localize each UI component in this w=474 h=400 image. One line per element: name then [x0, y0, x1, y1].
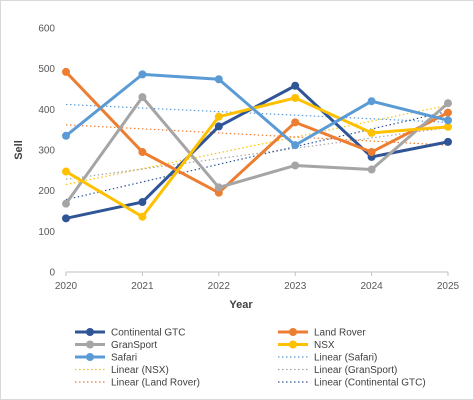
- legend-item: Linear (Land Rover): [75, 378, 200, 389]
- x-tick-label: 2023: [284, 281, 307, 292]
- y-tick-label: 200: [38, 186, 55, 197]
- legend-swatch-marker: [86, 353, 94, 361]
- x-tick-label: 2024: [360, 281, 383, 292]
- series-group: [62, 93, 452, 221]
- x-tick-label: 2021: [131, 281, 154, 292]
- legend: Continental GTC Land Rover GranSport NSX Saf…: [75, 328, 426, 389]
- data-point: [444, 116, 452, 125]
- y-tick-label: 400: [38, 105, 55, 116]
- data-point: [291, 81, 300, 90]
- series-line: [65, 72, 449, 147]
- data-point: [138, 93, 147, 102]
- series-line: [65, 96, 449, 219]
- series-lines: [62, 67, 452, 223]
- y-axis-ticks: 0 100 200 300 400 500 600: [38, 24, 55, 279]
- y-tick-label: 0: [49, 268, 55, 279]
- legend-swatch-marker: [289, 340, 297, 349]
- x-axis-title: Year: [229, 299, 253, 311]
- data-point: [291, 118, 300, 127]
- legend-label: Continental GTC: [111, 328, 185, 339]
- legend-swatch-marker: [86, 328, 94, 336]
- data-point: [291, 141, 300, 150]
- legend-item: Linear (Safari): [278, 353, 377, 364]
- legend-item: Linear (Continental GTC): [278, 378, 426, 389]
- series-group: [62, 93, 452, 208]
- series-group: [62, 70, 452, 150]
- y-axis-title: Sell: [13, 140, 25, 160]
- legend-item: Continental GTC: [75, 328, 185, 339]
- legend-label: Linear (Continental GTC): [314, 378, 426, 389]
- data-point: [444, 137, 452, 146]
- data-point: [367, 165, 376, 174]
- data-point: [291, 93, 300, 102]
- data-point: [214, 122, 223, 131]
- data-point: [62, 214, 70, 223]
- x-tick-label: 2020: [55, 281, 78, 292]
- y-tick-label: 600: [38, 24, 55, 35]
- legend-item: Linear (NSX): [75, 365, 169, 376]
- data-point: [62, 131, 70, 140]
- legend-item: Linear (GranSport): [278, 365, 397, 376]
- legend-label: Linear (Safari): [314, 353, 377, 364]
- data-point: [367, 148, 376, 157]
- data-point: [367, 97, 376, 106]
- x-axis-ticks: 2020 2021 2022 2023 2024 2025: [55, 272, 460, 292]
- data-point: [444, 108, 452, 117]
- legend-item: Safari: [75, 353, 137, 364]
- data-point: [214, 112, 223, 121]
- series-line: [64, 95, 449, 205]
- data-point: [138, 198, 147, 207]
- trendline: [65, 104, 449, 186]
- y-tick-label: 300: [38, 146, 55, 157]
- data-point: [62, 199, 70, 208]
- data-point: [214, 183, 223, 192]
- legend-label: Linear (GranSport): [314, 365, 397, 376]
- legend-item: NSX: [278, 340, 335, 351]
- legend-label: Linear (NSX): [111, 365, 169, 376]
- data-point: [138, 212, 147, 221]
- series-line: [64, 70, 449, 195]
- legend-label: Linear (Land Rover): [111, 378, 200, 389]
- data-point: [444, 99, 452, 108]
- data-point: [367, 128, 376, 137]
- y-tick-label: 500: [38, 64, 55, 75]
- legend-label: NSX: [314, 340, 335, 351]
- legend-label: GranSport: [111, 340, 157, 351]
- legend-label: Safari: [111, 353, 137, 364]
- legend-label: Land Rover: [314, 328, 366, 339]
- data-point: [444, 122, 452, 131]
- legend-item: Land Rover: [278, 328, 366, 339]
- legend-swatch-marker: [289, 328, 297, 336]
- x-tick-label: 2025: [437, 281, 460, 292]
- data-point: [62, 67, 70, 76]
- data-point: [138, 70, 147, 79]
- data-point: [62, 167, 70, 176]
- trendline: [65, 127, 449, 180]
- data-point: [291, 161, 300, 170]
- y-tick-label: 100: [38, 227, 55, 238]
- legend-swatch-marker: [86, 340, 94, 349]
- data-point: [138, 148, 147, 157]
- legend-item: GranSport: [75, 340, 157, 351]
- x-tick-label: 2022: [208, 281, 231, 292]
- data-point: [214, 75, 223, 84]
